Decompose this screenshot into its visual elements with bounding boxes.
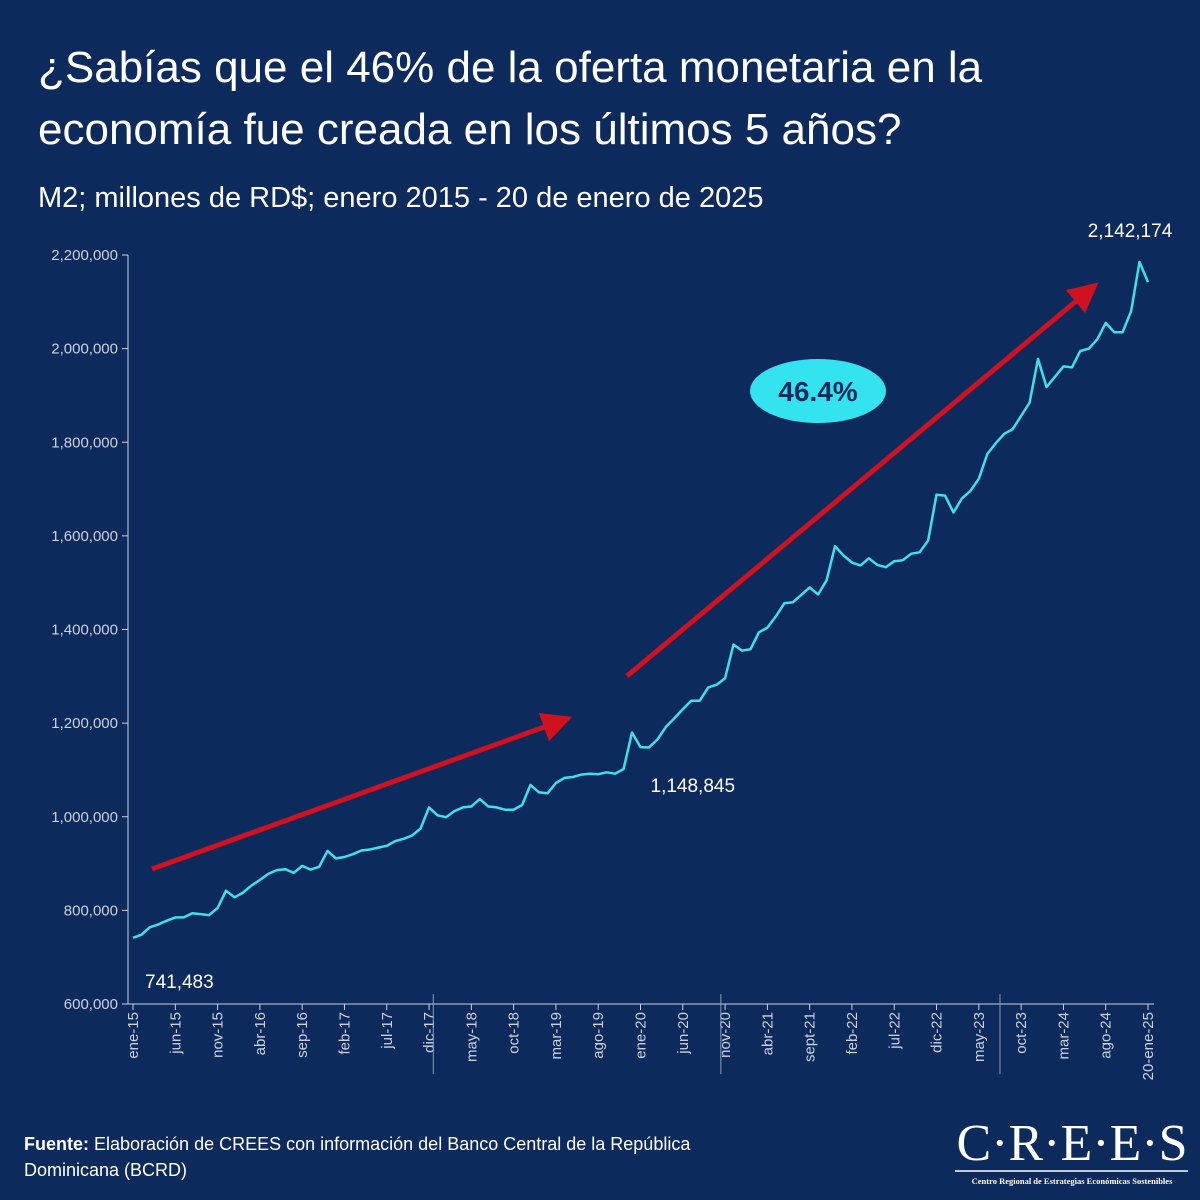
growth-label: 46.4%	[778, 376, 857, 407]
source-text: Elaboración de CREES con información del…	[89, 1134, 691, 1154]
x-tick-label: oct-18	[506, 1012, 523, 1054]
x-tick-label: ago-24	[1098, 1012, 1115, 1059]
trend-arrow	[151, 713, 573, 872]
x-tick-label: jul-17	[379, 1012, 396, 1050]
trend-arrow	[625, 282, 1099, 678]
x-tick-label: feb-22	[844, 1012, 861, 1055]
x-tick-label: jun-15	[167, 1012, 184, 1055]
x-tick-label: jul-22	[886, 1012, 903, 1050]
source-text: Dominicana (BCRD)	[24, 1160, 187, 1180]
chart-subtitle: M2; millones de RD$; enero 2015 - 20 de …	[38, 182, 763, 214]
y-tick-label: 800,000	[64, 902, 118, 919]
source: Fuente: Elaboración de CREES con informa…	[24, 1134, 691, 1180]
x-tick-label: ene-20	[633, 1012, 650, 1059]
source-label: Fuente:	[24, 1134, 89, 1154]
x-tick-label: may-23	[971, 1012, 988, 1062]
y-tick-label: 600,000	[64, 996, 118, 1013]
x-tick-label: 20-ene-25	[1140, 1012, 1157, 1080]
x-tick-label: mar-24	[1055, 1012, 1072, 1060]
title-line: ¿Sabías que el 46% de la oferta monetari…	[38, 43, 983, 92]
growth-badge	[750, 359, 886, 423]
x-tick-label: dic-22	[929, 1012, 946, 1053]
x-tick-label: dic-17	[421, 1012, 438, 1053]
x-tick-label: mar-19	[548, 1012, 565, 1060]
x-tick-label: abr-16	[252, 1012, 269, 1055]
y-tick-label: 1,600,000	[51, 528, 118, 545]
logo: C·R·E·E·S	[956, 1115, 1187, 1172]
x-tick-label: oct-23	[1013, 1012, 1030, 1054]
y-tick-label: 1,400,000	[51, 622, 118, 639]
chart-title: ¿Sabías que el 46% de la oferta monetari…	[38, 43, 983, 154]
title-line: economía fue creada en los últimos 5 año…	[38, 105, 901, 154]
logo-subtitle: Centro Regional de Estrategias Económica…	[972, 1176, 1173, 1186]
x-tick-label: sept-21	[802, 1012, 819, 1062]
y-tick-label: 1,800,000	[51, 434, 118, 451]
x-tick-label: nov-15	[210, 1012, 227, 1058]
x-tick-label: feb-17	[336, 1012, 353, 1055]
x-tick-label: abr-21	[759, 1012, 776, 1055]
x-tick-label: ene-15	[125, 1012, 142, 1059]
x-tick-label: jun-20	[675, 1012, 692, 1055]
plot-area: 600,000 800,000 1,000,000 1,200,000 1,400,00…	[51, 221, 1172, 1080]
line	[132, 260, 1150, 939]
y-tick-label: 2,000,000	[51, 341, 118, 358]
y-tick-label: 1,000,000	[51, 809, 118, 826]
data-label: 2,142,174	[1088, 221, 1173, 242]
y-tick-label: 1,200,000	[51, 715, 118, 732]
y-tick-label: 2,200,000	[51, 247, 118, 264]
data-label: 741,483	[145, 972, 214, 993]
x-tick-label: nov-20	[717, 1012, 734, 1058]
x-tick-label: may-18	[463, 1012, 480, 1062]
data-label: 1,148,845	[651, 776, 736, 797]
x-tick-label: sep-16	[294, 1012, 311, 1058]
x-tick-label: ago-19	[590, 1012, 607, 1059]
